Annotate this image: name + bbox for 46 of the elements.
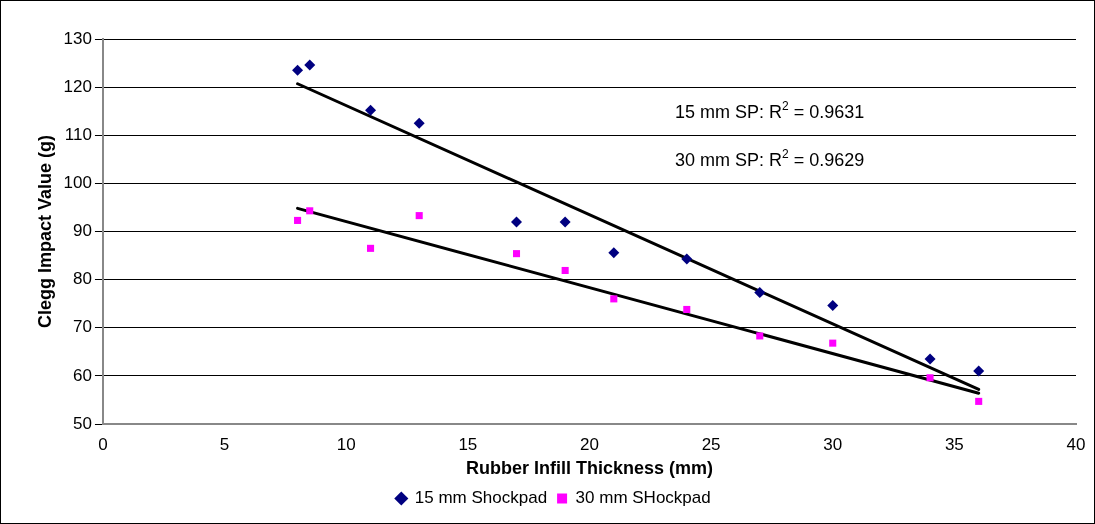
point: [683, 305, 691, 313]
x-tick-label: 25: [701, 434, 721, 454]
point: [610, 295, 618, 303]
y-tick-label: 50: [73, 413, 92, 433]
point: [827, 300, 839, 312]
x-tick-label: 20: [580, 434, 599, 454]
point: [511, 216, 522, 228]
point: [306, 207, 314, 215]
y-tick-label: 80: [73, 269, 92, 289]
point: [829, 339, 837, 347]
point: [561, 266, 569, 275]
x-tick-label: 0: [98, 434, 108, 454]
point: [292, 64, 304, 76]
point: [559, 216, 571, 228]
point: [926, 374, 934, 382]
x-tick-label: 35: [944, 434, 964, 454]
y-tick-label: 120: [63, 76, 92, 96]
point: [304, 59, 316, 71]
point: [367, 244, 375, 252]
x-tick-label: 10: [336, 434, 356, 454]
legend-label: 30 mm SHockpad: [575, 488, 711, 508]
point: [294, 216, 302, 224]
point: [608, 247, 620, 259]
y-tick-label: 130: [63, 28, 92, 48]
y-tick-label: 90: [73, 221, 92, 241]
point: [975, 397, 983, 405]
x-tick-label: 5: [219, 434, 230, 454]
y-tick-label: 100: [63, 173, 92, 193]
point: [512, 250, 521, 258]
x-axis-title: Rubber Infill Thickness (mm): [465, 458, 714, 479]
point: [973, 365, 985, 377]
x-tick-label: 40: [1066, 434, 1086, 454]
x-tick-label: 30: [823, 434, 843, 454]
y-tick-label: 70: [73, 317, 92, 337]
point: [413, 117, 425, 129]
point: [415, 212, 423, 220]
legend-label: 15 mm Shockpad: [414, 488, 548, 508]
point: [754, 287, 766, 299]
x-tick-label: 15: [458, 434, 478, 454]
point: [756, 332, 764, 340]
point: [365, 104, 377, 116]
point: [681, 253, 693, 265]
y-axis-title: Clegg Impact Value (g): [34, 134, 55, 329]
point: [924, 353, 936, 365]
y-tick-label: 110: [64, 124, 92, 144]
y-tick-label: 60: [73, 365, 92, 385]
